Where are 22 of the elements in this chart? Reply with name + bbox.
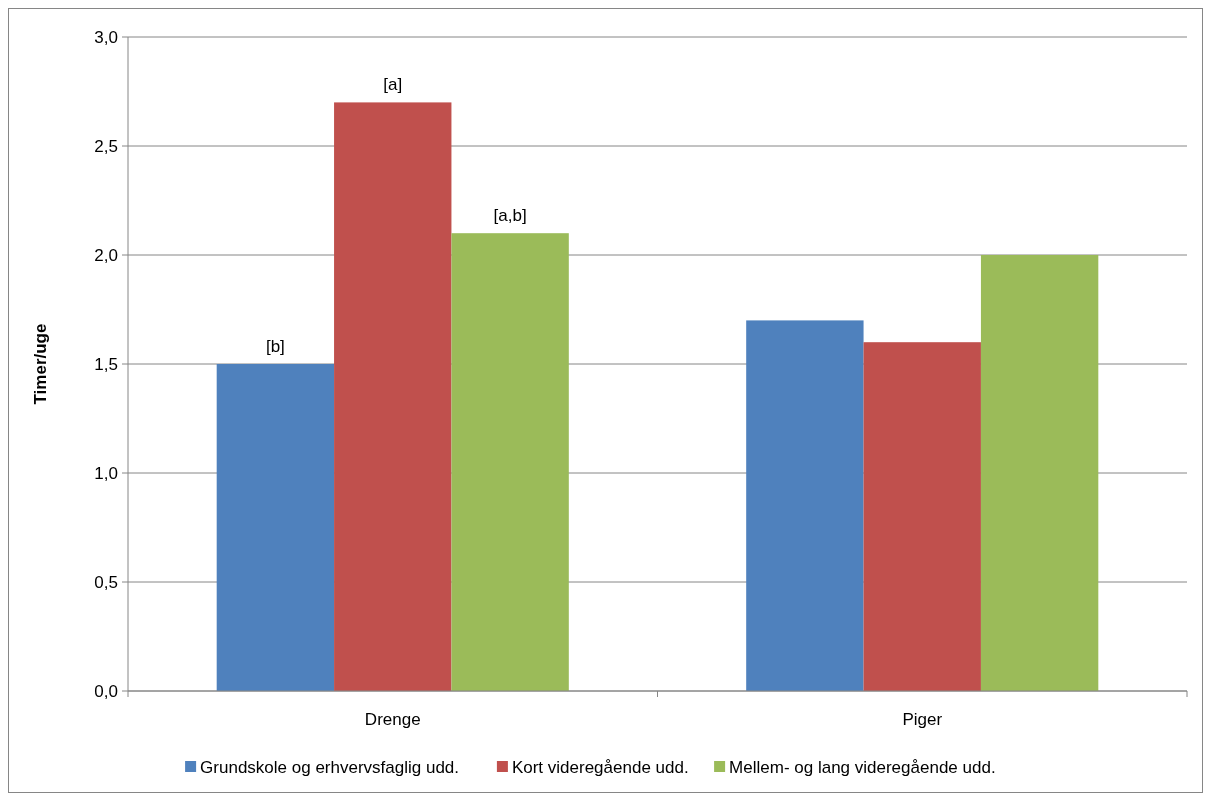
legend-label: Mellem- og lang videregående udd. — [729, 757, 996, 777]
y-tick-label: 0,5 — [94, 572, 118, 592]
y-tick-label: 1,0 — [94, 463, 118, 483]
y-tick-label: 3,0 — [94, 27, 118, 47]
bar — [746, 320, 864, 691]
y-tick-label: 0,0 — [94, 681, 118, 701]
legend-label: Grundskole og erhvervsfaglig udd. — [200, 757, 460, 777]
x-tick-label: Piger — [902, 710, 943, 729]
annotation: [b] — [265, 337, 285, 356]
bar — [863, 342, 981, 691]
annotation: [a,b] — [493, 206, 527, 226]
annotation: [a] — [383, 75, 403, 95]
bar — [980, 255, 1099, 691]
y-axis-title: Timer/uge — [31, 323, 50, 405]
y-tick-label: 1,5 — [94, 354, 118, 374]
y-tick-label: 2,5 — [94, 136, 118, 156]
bar — [216, 364, 335, 691]
legend-label: Kort videregående udd. — [511, 757, 689, 777]
y-tick-label: 2,0 — [94, 245, 118, 265]
bar — [334, 102, 452, 691]
x-tick-label: Drenge — [364, 710, 421, 729]
bar — [451, 233, 569, 691]
